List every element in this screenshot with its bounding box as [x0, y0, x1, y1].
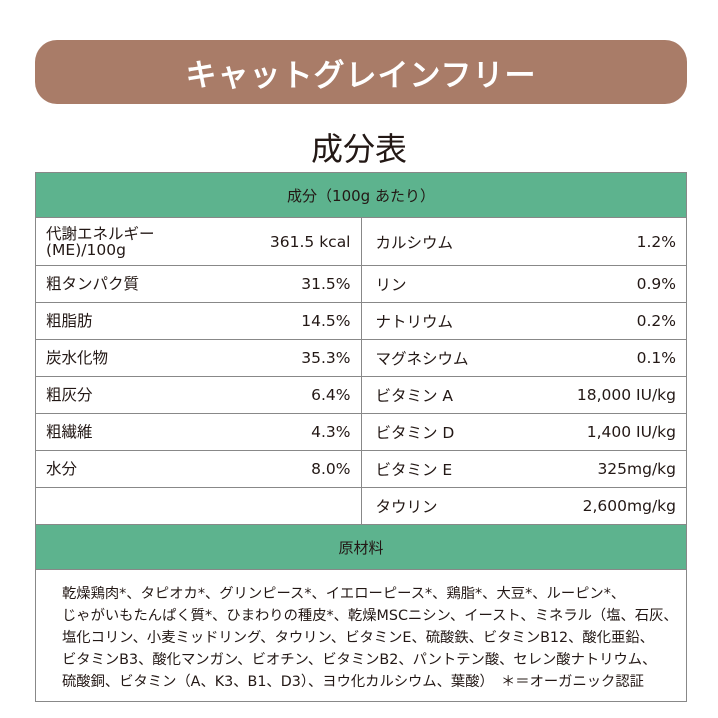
- item-value: 35.3%: [301, 349, 351, 367]
- item-name: 粗タンパク質: [46, 276, 139, 292]
- right-cell: ビタミン D 1,400 IU/kg: [362, 414, 687, 450]
- item-name-line: 粗灰分: [46, 386, 93, 404]
- item-name: 代謝エネルギー (ME)/100g: [46, 226, 155, 258]
- item-name-line: 粗脂肪: [46, 312, 93, 330]
- left-cell: 粗繊維 4.3%: [36, 414, 362, 450]
- title-banner: キャットグレインフリー: [35, 40, 687, 104]
- item-value: 6.4%: [311, 386, 351, 404]
- item-name-line: 代謝エネルギー: [46, 224, 155, 243]
- item-name: 粗脂肪: [46, 313, 93, 329]
- ingredients-line: 塩化コリン、小麦ミッドリング、タウリン、ビタミンE、硫酸鉄、ビタミンB12、酸化…: [62, 630, 654, 646]
- nutrition-table: 成分（100g あたり） 代謝エネルギー (ME)/100g 361.5 kcal カ…: [35, 172, 687, 525]
- ingredients-heading: 原材料: [36, 525, 686, 570]
- item-name: カルシウム: [375, 233, 454, 252]
- item-name-line: (ME)/100g: [46, 240, 126, 259]
- item-value: 4.3%: [311, 423, 351, 441]
- ingredients-line: 硫酸銅、ビタミン（A、K3、B1、D3）、ヨウ化カルシウム、葉酸） ＊＝オーガニ…: [62, 674, 644, 690]
- item-name-line: 粗タンパク質: [46, 275, 140, 293]
- right-cell: タウリン 2,600mg/kg: [362, 488, 687, 524]
- table-row: 炭水化物 35.3% マグネシウム 0.1%: [36, 340, 686, 377]
- item-name: ナトリウム: [375, 313, 454, 331]
- item-name: リン: [375, 276, 407, 294]
- item-value: 0.9%: [636, 275, 676, 293]
- left-cell: 粗灰分 6.4%: [36, 377, 362, 413]
- table-row: 粗タンパク質 31.5% リン 0.9%: [36, 266, 686, 303]
- item-value: 2,600mg/kg: [582, 497, 676, 515]
- item-name-line: 粗繊維: [46, 423, 93, 441]
- left-cell: 粗タンパク質 31.5%: [36, 266, 362, 302]
- ingredients-line: 乾燥鶏肉*、タピオカ*、グリンピース*、イエローピース*、鶏脂*、大豆*、ルーピ…: [62, 586, 626, 602]
- table-row: 代謝エネルギー (ME)/100g 361.5 kcal カルシウム 1.2%: [36, 218, 686, 266]
- left-cell: 水分 8.0%: [36, 451, 362, 487]
- ingredients-text: 乾燥鶏肉*、タピオカ*、グリンピース*、イエローピース*、鶏脂*、大豆*、ルーピ…: [36, 570, 686, 693]
- item-value: 1.2%: [636, 232, 676, 251]
- item-value: 31.5%: [301, 275, 351, 293]
- item-name: ビタミン A: [375, 387, 454, 405]
- item-name-line: 炭水化物: [46, 349, 109, 367]
- ingredients-box: 原材料 乾燥鶏肉*、タピオカ*、グリンピース*、イエローピース*、鶏脂*、大豆*…: [35, 524, 687, 702]
- table-row: タウリン 2,600mg/kg: [36, 488, 686, 524]
- right-cell: マグネシウム 0.1%: [362, 340, 687, 376]
- item-name: 炭水化物: [46, 350, 108, 366]
- item-name: 粗繊維: [46, 424, 93, 440]
- left-cell: 粗脂肪 14.5%: [36, 303, 362, 339]
- item-value: 325mg/kg: [597, 460, 676, 478]
- left-cell: [36, 488, 362, 524]
- item-name: ビタミン D: [375, 424, 455, 442]
- item-value: 14.5%: [301, 312, 351, 330]
- right-cell: リン 0.9%: [362, 266, 687, 302]
- right-cell: ビタミン E 325mg/kg: [362, 451, 687, 487]
- item-name: ビタミン E: [375, 461, 453, 479]
- item-value: 1,400 IU/kg: [586, 423, 676, 441]
- left-cell: 炭水化物 35.3%: [36, 340, 362, 376]
- right-cell: カルシウム 1.2%: [362, 218, 687, 265]
- table-row: 粗灰分 6.4% ビタミン A 18,000 IU/kg: [36, 377, 686, 414]
- item-value: 0.1%: [636, 349, 676, 367]
- item-value: 361.5 kcal: [269, 232, 351, 251]
- item-value: 18,000 IU/kg: [576, 386, 676, 404]
- subtitle: 成分表: [310, 130, 407, 168]
- right-cell: ビタミン A 18,000 IU/kg: [362, 377, 687, 413]
- item-name: 水分: [46, 461, 77, 477]
- left-cell: 代謝エネルギー (ME)/100g 361.5 kcal: [36, 218, 362, 265]
- ingredients-line: じゃがいもたんぱく質*、ひまわりの種皮*、乾燥MSCニシン、イースト、ミネラル（…: [62, 608, 678, 624]
- table-row: 粗脂肪 14.5% ナトリウム 0.2%: [36, 303, 686, 340]
- item-name: マグネシウム: [375, 350, 469, 368]
- table-row: 粗繊維 4.3% ビタミン D 1,400 IU/kg: [36, 414, 686, 451]
- table-heading: 成分（100g あたり）: [36, 173, 686, 218]
- item-value: 8.0%: [311, 460, 351, 478]
- item-name-line: 水分: [46, 460, 78, 478]
- ingredients-line: ビタミンB3、酸化マンガン、ビオチン、ビタミンB2、パントテン酸、セレン酸ナトリ…: [62, 652, 657, 668]
- right-cell: ナトリウム 0.2%: [362, 303, 687, 339]
- item-value: 0.2%: [636, 312, 676, 330]
- item-name: タウリン: [375, 498, 438, 516]
- table-row: 水分 8.0% ビタミン E 325mg/kg: [36, 451, 686, 488]
- item-name: 粗灰分: [46, 387, 93, 403]
